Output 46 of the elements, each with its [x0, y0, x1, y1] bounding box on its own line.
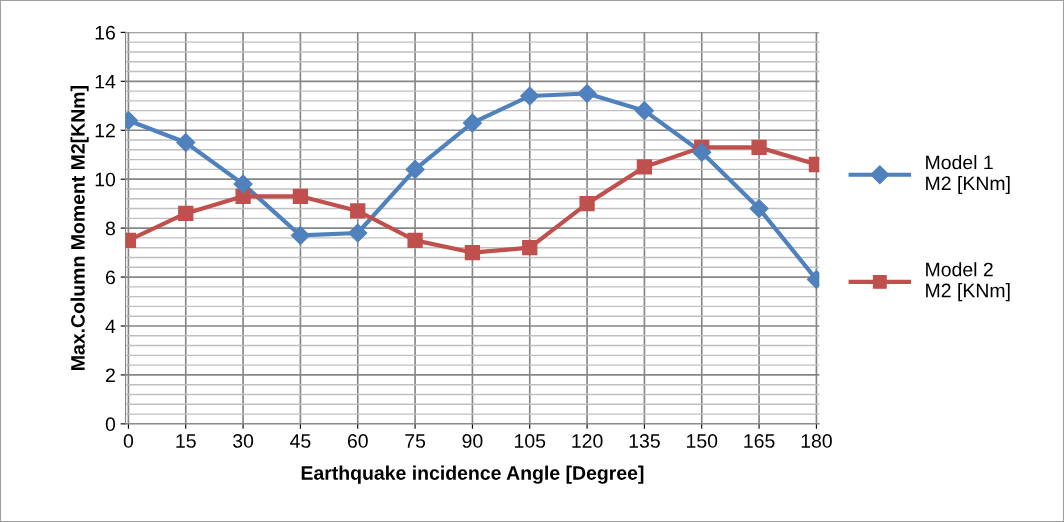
x-tick-label: 120 — [572, 434, 603, 448]
point — [579, 196, 595, 212]
x-tick-label: 135 — [629, 434, 660, 448]
y-tick-label: 12 — [95, 123, 115, 138]
point — [577, 84, 597, 104]
point — [520, 86, 540, 106]
x-tick-label: 105 — [515, 434, 546, 448]
legend-label: Model 1 M2 [KNm] — [926, 155, 1010, 195]
y-tick-label: 4 — [105, 319, 116, 334]
point — [749, 199, 769, 219]
point — [634, 101, 654, 121]
point — [464, 244, 481, 261]
y-tick-label: 14 — [95, 74, 116, 89]
point — [692, 142, 712, 162]
point — [636, 159, 653, 175]
y-tick-label: 10 — [95, 172, 116, 187]
x-tick-label: 60 — [347, 434, 368, 448]
point — [350, 203, 366, 219]
point — [522, 240, 538, 256]
y-tick-label: 16 — [95, 25, 115, 40]
point — [405, 159, 425, 179]
point — [462, 113, 482, 133]
x-tick-label: 15 — [176, 434, 196, 448]
point — [178, 205, 194, 222]
x-tick-label: 0 — [123, 434, 134, 448]
y-tick-label: 2 — [106, 368, 115, 382]
x-tick-label: 165 — [744, 434, 775, 448]
x-tick-label: 30 — [233, 434, 254, 448]
y-axis-title: Max.Column Moment M2[KNm] — [70, 86, 89, 370]
point — [348, 223, 368, 243]
point — [176, 132, 196, 153]
legend-label: Model 2 M2 [KNm] — [926, 262, 1010, 302]
point — [751, 139, 767, 156]
point — [292, 188, 309, 204]
point — [407, 232, 423, 248]
x-axis-title: Earthquake incidence Angle [Degree] — [301, 465, 644, 484]
y-tick-label: 6 — [106, 270, 115, 285]
x-tick-label: 45 — [290, 434, 311, 448]
x-tick-label: 90 — [462, 434, 483, 448]
point — [290, 225, 310, 245]
y-tick-label: 8 — [105, 221, 115, 236]
x-tick-label: 180 — [801, 434, 832, 448]
x-tick-label: 150 — [687, 434, 718, 448]
x-tick-label: 75 — [405, 434, 426, 448]
y-tick-label: 0 — [105, 417, 116, 432]
point — [233, 174, 253, 194]
